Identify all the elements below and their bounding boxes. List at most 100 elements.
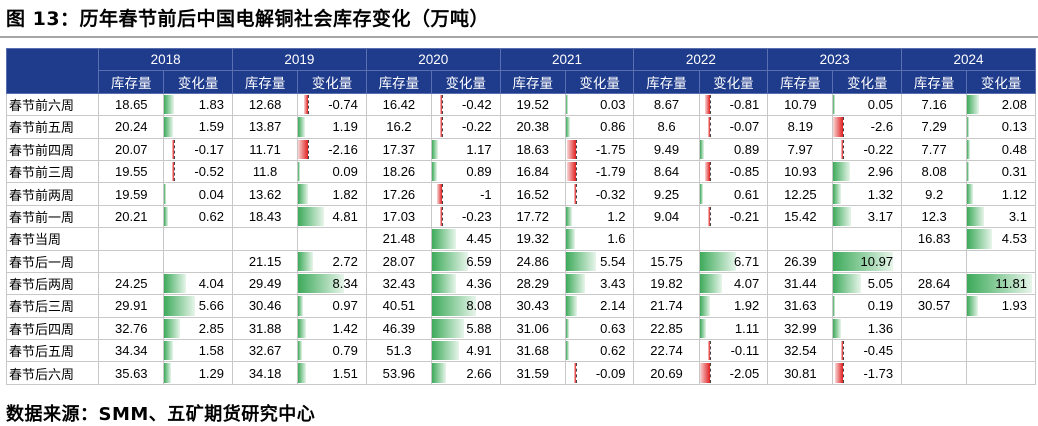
- positive-bar: [164, 363, 172, 383]
- change-cell: 4.07: [698, 271, 769, 296]
- change-cell: 4.91: [430, 339, 501, 363]
- inventory-cell: 8.08: [901, 159, 968, 184]
- inventory-col-header: 库存量: [499, 70, 566, 94]
- inventory-cell: 21.74: [633, 294, 700, 318]
- change-value: 1.92: [733, 298, 760, 314]
- bar-axis: [174, 139, 176, 159]
- positive-bar: [298, 161, 301, 182]
- change-cell: -0.07: [698, 115, 769, 139]
- change-value: 4.36: [466, 276, 492, 292]
- change-value: 0.19: [867, 298, 894, 314]
- year-header: 2024: [901, 47, 1036, 72]
- change-value: 5.54: [600, 253, 626, 269]
- inventory-cell: 18.43: [232, 204, 299, 229]
- change-value: -2.16: [328, 141, 358, 157]
- change-value: 8.08: [466, 298, 492, 314]
- column-header-row: 库存量 变化量 库存量 变化量 库存量 变化量 库存量 变化量 库存量 变化量 库存量 变化量 库存量变…: [7, 70, 1036, 94]
- inventory-cell: 12.3: [901, 204, 968, 229]
- negative-bar: [172, 139, 175, 159]
- negative-bar: [439, 206, 442, 227]
- header-corner: [5, 48, 100, 94]
- change-value: -0.52: [194, 164, 225, 180]
- negative-bar: [834, 363, 844, 383]
- inventory-table-container: 2018 2019 2020 2021 2022 2023 2024 库存量 变化量 库存量 变化…: [5, 47, 1036, 385]
- change-cell: [966, 339, 1036, 363]
- inventory-cell: 10.79: [767, 92, 834, 117]
- change-value: 1.58: [198, 343, 225, 359]
- change-cell: 1.59: [163, 115, 234, 139]
- year-header-row: 2018 2019 2020 2021 2022 2023 2024: [5, 47, 1036, 94]
- change-cell: -0.23: [430, 204, 501, 229]
- negative-bar: [833, 117, 844, 137]
- inventory-col-header: 库存量: [365, 70, 432, 94]
- change-value: 0.13: [1001, 119, 1027, 135]
- row-label: 春节前一周: [5, 204, 100, 229]
- bar-axis: [843, 341, 845, 361]
- change-cell: 1.17: [430, 137, 501, 161]
- inventory-cell: 20.21: [98, 204, 165, 229]
- inventory-cell: 20.38: [499, 115, 566, 139]
- inventory-cell: 9.2: [901, 182, 968, 206]
- positive-bar: [164, 318, 180, 339]
- positive-bar: [432, 273, 456, 294]
- change-cell: 2.14: [564, 294, 635, 318]
- change-cell: 3.17: [832, 204, 903, 229]
- change-value: 1.36: [867, 320, 894, 336]
- inventory-cell: 30.57: [901, 294, 968, 318]
- inventory-cell: 8.64: [633, 159, 700, 184]
- inventory-cell: 17.37: [365, 137, 432, 161]
- positive-bar: [967, 229, 992, 249]
- change-value: 1.82: [332, 186, 358, 202]
- inventory-cell: [767, 227, 834, 251]
- inventory-cell: 7.97: [767, 137, 834, 161]
- inventory-cell: 51.3: [365, 339, 432, 363]
- change-cell: 2.85: [163, 316, 234, 341]
- change-cell: -0.11: [698, 339, 769, 363]
- change-value: 4.07: [733, 276, 760, 292]
- positive-bar: [432, 229, 457, 249]
- change-cell: 0.79: [297, 339, 367, 363]
- change-value: 0.48: [1001, 141, 1027, 157]
- change-value: -0.11: [730, 343, 760, 359]
- change-cell: 1.92: [698, 294, 769, 318]
- change-cell: 1.32: [832, 182, 903, 206]
- change-value: 0.62: [198, 208, 225, 224]
- negative-bar: [566, 161, 576, 182]
- change-value: 3.17: [867, 208, 894, 224]
- change-value: 4.53: [1001, 231, 1027, 247]
- change-value: 4.81: [332, 208, 358, 224]
- change-value: -0.85: [729, 164, 760, 180]
- inventory-cell: 8.6: [633, 115, 700, 139]
- inventory-cell: [901, 361, 968, 385]
- inventory-cell: 16.2: [365, 115, 432, 139]
- change-cell: 4.04: [163, 271, 234, 296]
- change-cell: -2.16: [297, 137, 367, 161]
- change-cell: 3.1: [966, 204, 1036, 229]
- change-col-header: 变化量: [163, 70, 234, 94]
- inventory-cell: 20.24: [98, 115, 165, 139]
- change-cell: 0.13: [966, 115, 1036, 139]
- change-value: 0.79: [332, 343, 358, 359]
- change-cell: 2.72: [297, 249, 367, 273]
- positive-bar: [700, 251, 737, 271]
- inventory-col-header: 库存量: [633, 70, 700, 94]
- table-row: 春节当周 21.48 4.45 19.32 1.6 16.83 4.53: [5, 227, 1036, 251]
- change-value: 1.93: [1001, 298, 1027, 314]
- negative-bar: [573, 363, 576, 383]
- change-cell: -0.85: [698, 159, 769, 184]
- change-value: 0.05: [867, 96, 894, 112]
- change-cell: 0.86: [564, 115, 635, 139]
- change-value: 3.1: [1008, 208, 1027, 224]
- inventory-cell: 21.48: [365, 227, 432, 251]
- inventory-cell: 16.52: [499, 182, 566, 206]
- change-col-header: 变化量: [430, 70, 501, 94]
- year-header: 2020: [365, 47, 501, 72]
- change-cell: -0.09: [564, 361, 635, 385]
- inventory-cell: 17.72: [499, 204, 566, 229]
- change-cell: 5.54: [564, 249, 635, 273]
- inventory-cell: 16.83: [901, 227, 968, 251]
- positive-bar: [967, 206, 985, 227]
- change-cell: 0.97: [297, 294, 367, 318]
- positive-bar: [298, 296, 304, 316]
- change-cell: 0.89: [430, 159, 501, 184]
